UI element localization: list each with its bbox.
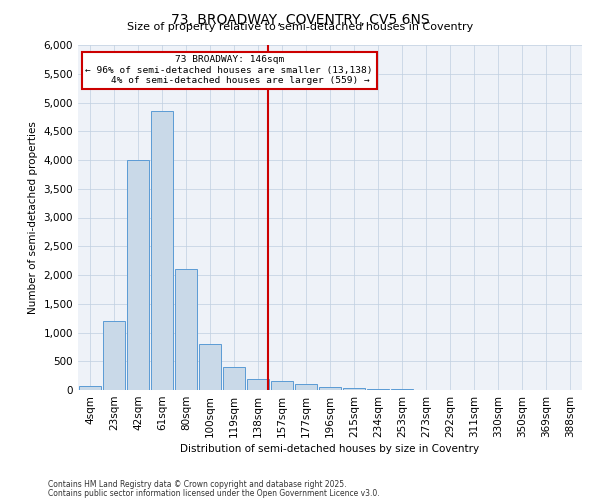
Text: 73, BROADWAY, COVENTRY, CV5 6NS: 73, BROADWAY, COVENTRY, CV5 6NS bbox=[170, 12, 430, 26]
Bar bbox=[127, 160, 149, 390]
Bar bbox=[103, 321, 125, 390]
Bar bbox=[79, 386, 101, 390]
X-axis label: Distribution of semi-detached houses by size in Coventry: Distribution of semi-detached houses by … bbox=[181, 444, 479, 454]
Text: 73 BROADWAY: 146sqm
← 96% of semi-detached houses are smaller (13,138)
    4% of: 73 BROADWAY: 146sqm ← 96% of semi-detach… bbox=[85, 56, 373, 85]
Bar bbox=[151, 111, 173, 390]
Bar bbox=[367, 389, 389, 390]
Bar bbox=[271, 382, 293, 390]
Bar bbox=[295, 384, 317, 390]
Bar bbox=[343, 388, 365, 390]
Bar bbox=[199, 344, 221, 390]
Text: Contains public sector information licensed under the Open Government Licence v3: Contains public sector information licen… bbox=[48, 488, 380, 498]
Bar bbox=[223, 367, 245, 390]
Bar bbox=[319, 387, 341, 390]
Text: Size of property relative to semi-detached houses in Coventry: Size of property relative to semi-detach… bbox=[127, 22, 473, 32]
Bar bbox=[247, 378, 269, 390]
Y-axis label: Number of semi-detached properties: Number of semi-detached properties bbox=[28, 121, 38, 314]
Text: Contains HM Land Registry data © Crown copyright and database right 2025.: Contains HM Land Registry data © Crown c… bbox=[48, 480, 347, 489]
Bar bbox=[175, 269, 197, 390]
